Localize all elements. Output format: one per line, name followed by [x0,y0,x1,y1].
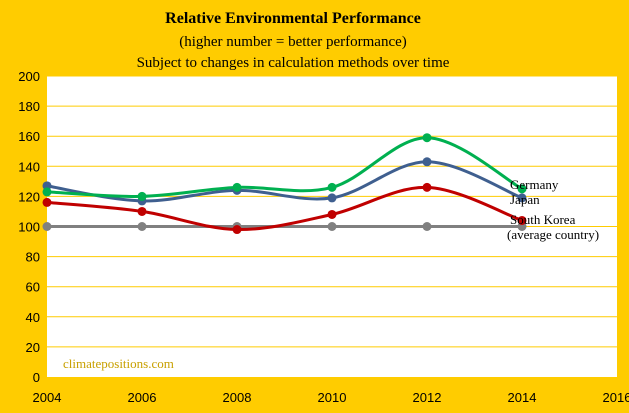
data-point-japan-2012 [422,157,432,167]
data-point-south-korea-2014 [517,215,527,225]
chart-title: Relative Environmental Performance [165,10,421,27]
data-point-south-korea-2008 [232,225,242,235]
data-point-germany-2006 [137,191,147,201]
data-point-germany-2010 [327,182,337,192]
series-layer [42,133,527,235]
y-tick-label: 200 [18,69,40,84]
x-tick-label: 2012 [413,390,442,405]
data-point-germany-2008 [232,182,242,192]
data-point-average-country-2012 [422,222,432,231]
chart-subtitle-line-2: Subject to changes in calculation method… [137,55,450,71]
y-tick-label: 20 [26,340,40,355]
series-label-average-country: (average country) [507,227,599,242]
series-line-japan [45,160,524,203]
y-tick-label: 80 [26,250,40,265]
x-tick-label: 2004 [33,390,62,405]
data-point-japan-2010 [327,193,337,203]
data-point-japan-2014 [517,193,527,203]
series-label-south-korea: South Korea [510,212,576,227]
x-tick-label: 2010 [318,390,347,405]
watermark: climatepositions.com [63,356,174,371]
data-point-average-country-2004 [42,222,52,231]
x-tick-label: 2014 [508,390,537,405]
y-tick-label: 180 [18,99,40,114]
data-point-south-korea-2004 [42,197,52,207]
series-germany [42,133,527,201]
series-label-japan: Japan [510,192,540,207]
y-tick-label: 60 [26,280,40,295]
x-tick-label: 2016 [603,390,629,405]
y-tick-label: 40 [26,310,40,325]
series-line-germany [45,136,524,198]
series-south-korea [42,182,527,235]
y-tick-label: 140 [18,159,40,174]
y-axis-ticks: 0 20 40 60 80 100 120 140 160 180 200 [18,69,40,385]
data-point-germany-2004 [42,187,52,197]
y-tick-label: 100 [18,220,40,235]
y-tick-label: 0 [33,370,40,385]
data-point-south-korea-2006 [137,206,147,216]
data-point-germany-2014 [517,184,527,194]
data-point-average-country-2010 [327,222,337,231]
series-line-south-korea [45,185,524,232]
y-tick-label: 120 [18,189,40,204]
x-axis-ticks: 2004 2006 2008 2010 2012 2014 2016 [33,390,629,405]
series-japan [42,157,527,206]
data-point-germany-2012 [422,133,432,143]
data-point-south-korea-2012 [422,182,432,192]
data-point-average-country-2006 [137,222,147,231]
chart-subtitle-line-1: (higher number = better performance) [179,34,407,50]
data-point-south-korea-2010 [327,209,337,219]
series-label-germany: Germany [510,177,559,192]
x-tick-label: 2006 [128,390,157,405]
y-tick-label: 160 [18,129,40,144]
x-tick-label: 2008 [223,390,252,405]
